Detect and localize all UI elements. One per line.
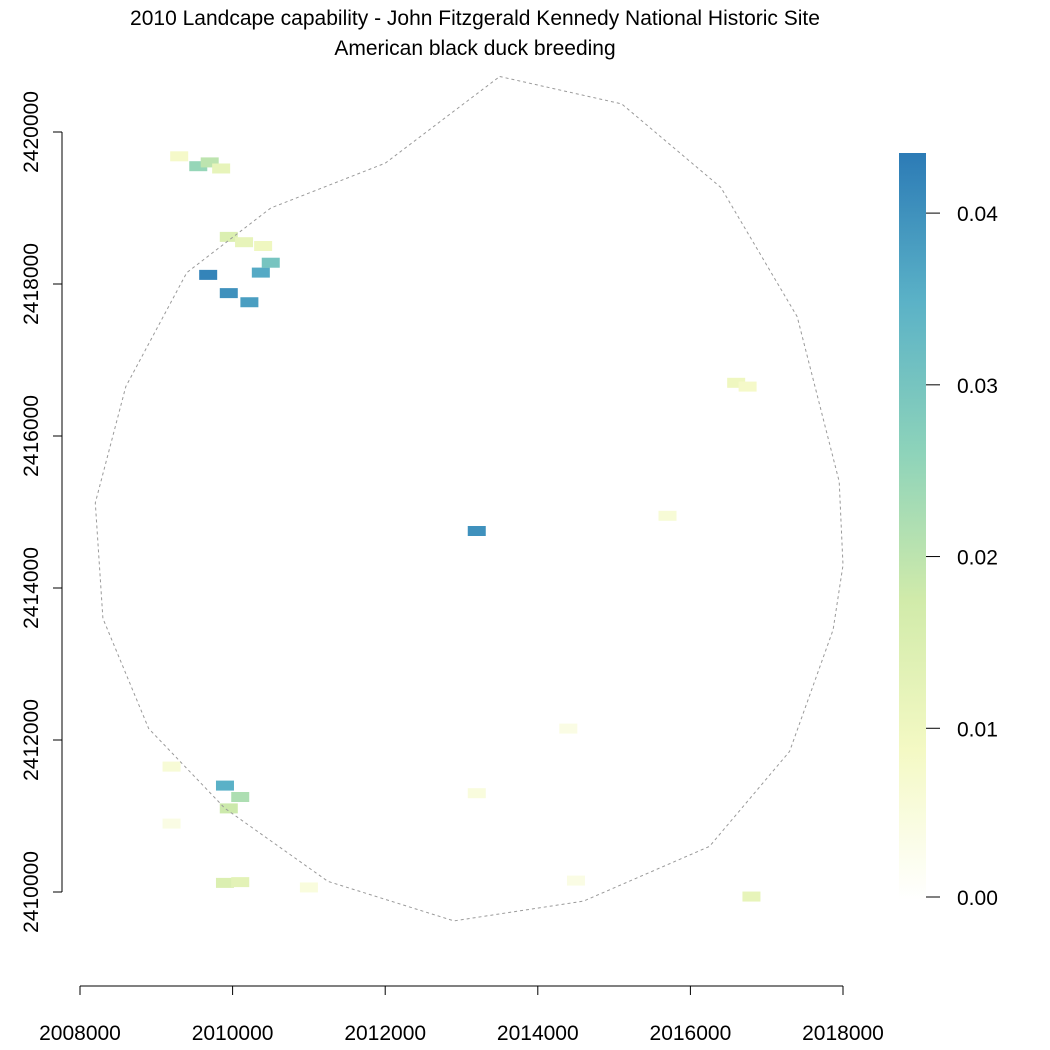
chart-title-block: 2010 Landcape capability - John Fitzgera… — [0, 4, 950, 64]
raster-cell — [162, 761, 181, 772]
y-tick-label: 2410000 — [20, 851, 43, 933]
raster-cell — [658, 510, 677, 521]
raster-cell — [467, 526, 486, 536]
raster-cell — [251, 267, 270, 278]
raster-cell — [559, 723, 578, 734]
raster-cell — [240, 297, 259, 308]
x-tick-label: 2008000 — [39, 1022, 121, 1045]
raster-layer — [162, 151, 761, 902]
raster-cell — [566, 875, 585, 886]
colorbar-tick-label: 0.02 — [957, 547, 998, 570]
raster-cell — [467, 788, 486, 799]
x-tick-label: 2012000 — [344, 1022, 426, 1045]
axes: 2008000 2010000 2012000 2014000 2016000 20180… — [20, 91, 884, 1045]
x-tick-label: 2014000 — [497, 1022, 579, 1045]
raster-cell — [727, 377, 746, 388]
x-tick-label: 2010000 — [192, 1022, 274, 1045]
raster-cell — [738, 381, 757, 392]
colorbar-tick-label: 0.01 — [957, 718, 998, 741]
colorbar-tick-label: 0.03 — [957, 375, 998, 398]
y-tick-label: 2418000 — [20, 243, 43, 325]
y-tick-label: 2416000 — [20, 395, 43, 477]
raster-cell — [231, 877, 250, 888]
raster-cell — [212, 163, 231, 174]
colorbar-tick-label: 0.00 — [957, 887, 998, 910]
raster-cell — [235, 237, 254, 248]
y-tick-label: 2420000 — [20, 91, 43, 173]
raster-cell — [189, 161, 208, 172]
raster-cell — [219, 288, 238, 299]
colorbar-gradient — [899, 153, 926, 900]
raster-cell — [261, 257, 280, 268]
raster-cell — [162, 818, 181, 829]
raster-cell — [219, 231, 238, 242]
colorbar-legend: 0.00 0.01 0.02 0.03 0.04 — [899, 153, 998, 910]
raster-cell — [299, 882, 318, 893]
y-tick-label: 2412000 — [20, 699, 43, 781]
raster-cell — [742, 891, 761, 902]
chart-subtitle: American black duck breeding — [334, 37, 616, 60]
raster-cell — [199, 269, 218, 280]
colorbar-tick-label: 0.04 — [957, 203, 998, 226]
raster-cell — [231, 792, 250, 802]
y-tick-label: 2414000 — [20, 547, 43, 629]
raster-cell — [200, 157, 219, 168]
raster-cell — [215, 780, 234, 791]
raster-cell — [215, 877, 234, 888]
raster-cell — [219, 803, 238, 814]
x-tick-label: 2018000 — [802, 1022, 884, 1045]
raster-cell — [170, 151, 189, 162]
chart-title: 2010 Landcape capability - John Fitzgera… — [130, 7, 820, 30]
raster-cell — [254, 241, 273, 251]
x-tick-label: 2016000 — [650, 1022, 732, 1045]
